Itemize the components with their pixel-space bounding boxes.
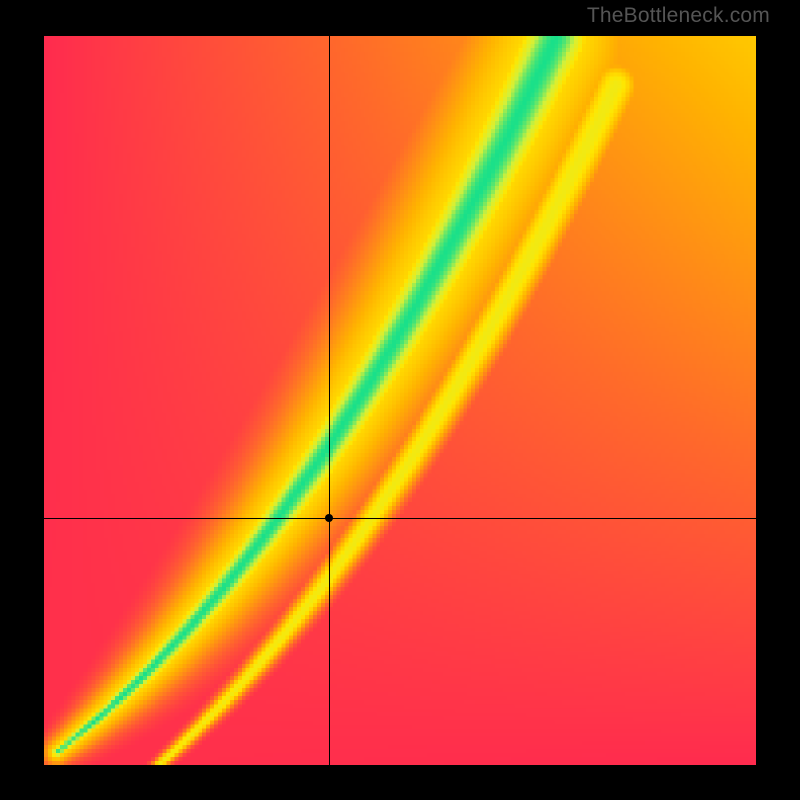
heatmap-canvas <box>44 36 756 765</box>
marker-point <box>325 514 333 522</box>
crosshair-vertical <box>329 36 330 765</box>
watermark-text: TheBottleneck.com <box>587 4 770 28</box>
heatmap-plot-area <box>44 36 756 765</box>
crosshair-horizontal <box>44 518 756 519</box>
